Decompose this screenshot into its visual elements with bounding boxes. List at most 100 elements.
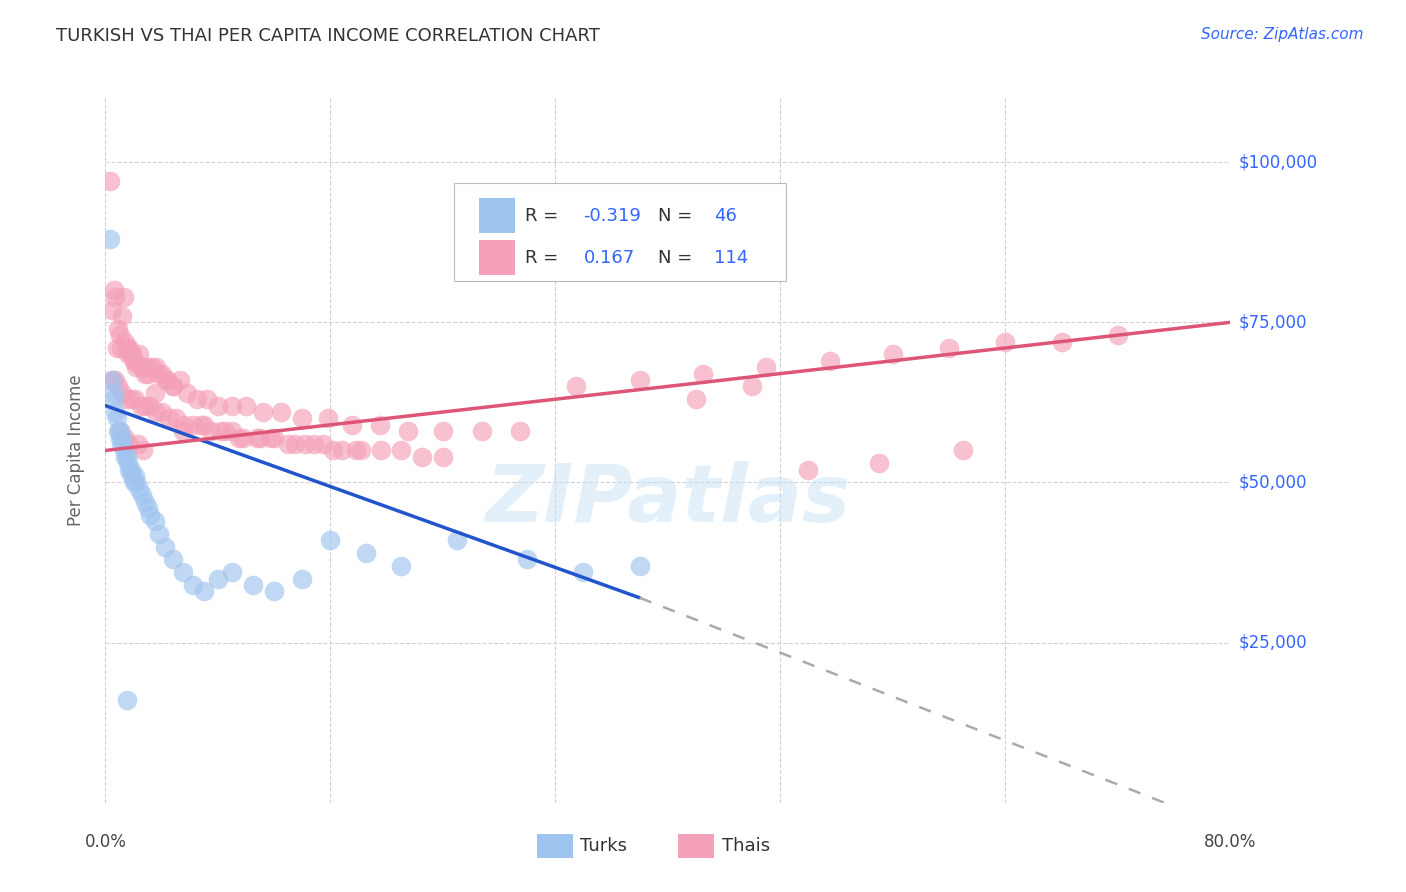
Point	[114, 431, 136, 445]
Point	[98, 174, 121, 188]
Text: 114: 114	[714, 249, 748, 267]
Text: $25,000: $25,000	[1239, 633, 1308, 652]
Point	[105, 411, 128, 425]
Point	[157, 411, 180, 425]
Text: $50,000: $50,000	[1239, 474, 1308, 491]
Point	[193, 417, 215, 432]
Point	[150, 405, 173, 419]
Point	[173, 417, 195, 432]
Point	[131, 488, 153, 502]
Point	[114, 450, 136, 464]
Point	[128, 347, 150, 361]
Point	[107, 424, 129, 438]
Point	[124, 392, 146, 407]
Text: R =: R =	[524, 249, 564, 267]
Point	[368, 417, 391, 432]
Text: Thais: Thais	[721, 837, 770, 855]
Point	[129, 360, 152, 375]
Point	[200, 424, 222, 438]
Point	[162, 379, 184, 393]
Point	[432, 424, 454, 438]
Point	[108, 424, 131, 438]
Point	[118, 437, 141, 451]
Point	[155, 373, 177, 387]
Point	[270, 405, 292, 419]
Point	[115, 341, 138, 355]
Text: $75,000: $75,000	[1239, 313, 1308, 331]
Point	[139, 508, 162, 522]
Text: ZIPatlas: ZIPatlas	[485, 461, 851, 539]
Point	[121, 347, 143, 361]
Point	[131, 360, 153, 375]
Point	[221, 399, 243, 413]
Text: TURKISH VS THAI PER CAPITA INCOME CORRELATION CHART: TURKISH VS THAI PER CAPITA INCOME CORREL…	[56, 27, 600, 45]
Point	[143, 514, 166, 528]
Point	[628, 373, 651, 387]
Point	[214, 424, 236, 438]
Point	[107, 379, 129, 393]
Text: 80.0%: 80.0%	[1204, 833, 1257, 851]
Point	[145, 360, 167, 375]
Point	[340, 417, 363, 432]
Point	[263, 584, 285, 599]
Point	[143, 385, 166, 400]
Point	[176, 385, 198, 400]
Point	[209, 424, 232, 438]
Point	[101, 302, 124, 317]
Point	[252, 405, 274, 419]
FancyBboxPatch shape	[454, 183, 786, 281]
Point	[235, 399, 257, 413]
Point	[104, 405, 127, 419]
Point	[509, 424, 531, 438]
Point	[628, 558, 651, 573]
Point	[129, 399, 152, 413]
Point	[432, 450, 454, 464]
Point	[172, 424, 194, 438]
Point	[101, 373, 124, 387]
Point	[128, 482, 150, 496]
Point	[120, 392, 142, 407]
Point	[134, 367, 156, 381]
Point	[344, 443, 367, 458]
Point	[150, 367, 173, 381]
Point	[396, 424, 419, 438]
Point	[108, 431, 131, 445]
Point	[105, 341, 128, 355]
Point	[120, 347, 142, 361]
Point	[139, 399, 162, 413]
Text: Turks: Turks	[581, 837, 627, 855]
Point	[148, 367, 170, 381]
Point	[207, 572, 229, 586]
FancyBboxPatch shape	[479, 198, 515, 233]
Point	[232, 431, 254, 445]
Point	[221, 424, 243, 438]
Point	[516, 552, 538, 566]
Point	[221, 565, 243, 579]
Point	[108, 424, 131, 438]
Point	[291, 411, 314, 425]
Point	[692, 367, 714, 381]
Point	[115, 341, 138, 355]
Point	[145, 405, 167, 419]
Point	[193, 584, 215, 599]
Point	[242, 578, 264, 592]
Point	[354, 546, 377, 560]
Point	[249, 431, 271, 445]
Point	[277, 437, 299, 451]
Point	[104, 290, 127, 304]
Point	[118, 463, 141, 477]
Point	[122, 353, 145, 368]
Point	[246, 431, 269, 445]
Point	[124, 469, 146, 483]
Point	[868, 456, 890, 470]
Point	[122, 353, 145, 368]
Point	[181, 578, 204, 592]
Point	[125, 475, 148, 490]
Point	[134, 399, 156, 413]
Point	[153, 540, 176, 554]
Y-axis label: Per Capita Income: Per Capita Income	[66, 375, 84, 526]
Point	[741, 379, 763, 393]
Point	[228, 431, 250, 445]
Point	[330, 443, 353, 458]
Point	[169, 373, 191, 387]
